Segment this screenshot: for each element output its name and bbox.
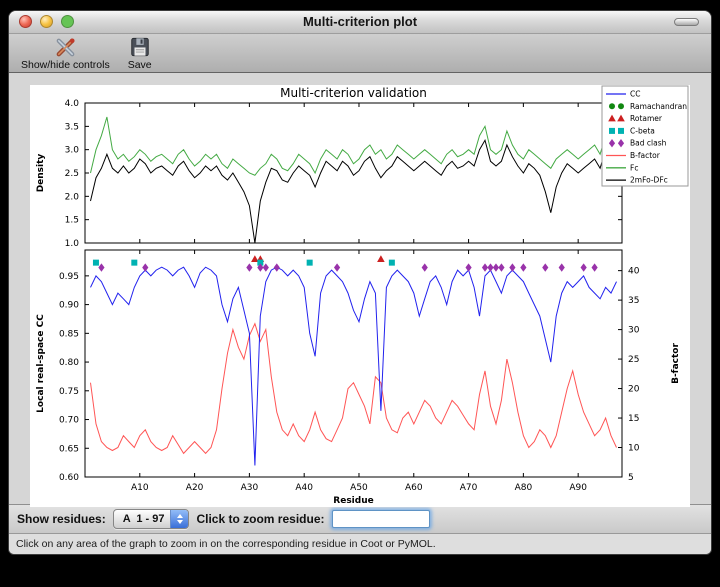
save-label: Save — [127, 58, 152, 71]
svg-text:A30: A30 — [241, 483, 259, 493]
bfactor-ylabel: B-factor — [671, 343, 681, 384]
svg-text:Rotamer: Rotamer — [630, 114, 663, 123]
svg-text:15: 15 — [628, 414, 639, 424]
svg-text:30: 30 — [628, 326, 640, 336]
svg-text:0.65: 0.65 — [59, 444, 79, 454]
b-factor-series-line — [90, 322, 617, 455]
svg-text:0.75: 0.75 — [59, 387, 79, 397]
density-axes — [84, 102, 623, 244]
svg-text:40: 40 — [628, 267, 640, 277]
cc-axes — [84, 249, 623, 478]
svg-text:Fc: Fc — [630, 163, 638, 172]
svg-text:3.5: 3.5 — [65, 122, 79, 132]
close-button[interactable] — [19, 15, 32, 28]
svg-text:35: 35 — [628, 296, 639, 306]
chart-title: Multi-criterion validation — [280, 86, 427, 100]
c-beta-markers — [92, 259, 395, 266]
2mfo-dfc-series-line — [90, 139, 617, 244]
svg-text:Bad clash: Bad clash — [630, 139, 667, 148]
multi-criterion-plot-window: Multi-criterion plot Show/hide controls — [8, 10, 712, 555]
svg-text:A80: A80 — [515, 483, 533, 493]
show-residues-label: Show residues: — [17, 512, 106, 526]
save-button[interactable]: Save — [126, 35, 154, 72]
fc-series-line — [90, 116, 617, 176]
zoom-residue-input[interactable] — [331, 510, 430, 528]
svg-text:CC: CC — [630, 90, 640, 99]
controls-bar: Show residues: A 1 - 97 Click to zoom re… — [9, 504, 711, 533]
svg-text:B-factor: B-factor — [630, 151, 661, 160]
svg-text:C-beta: C-beta — [630, 126, 655, 135]
svg-text:2mFo-DFc: 2mFo-DFc — [630, 176, 668, 185]
traffic-lights — [19, 15, 74, 28]
svg-text:A90: A90 — [569, 483, 587, 493]
svg-text:2.0: 2.0 — [65, 192, 80, 202]
popup-stepper-icon — [170, 510, 189, 528]
save-icon — [129, 36, 151, 59]
svg-text:10: 10 — [628, 444, 640, 454]
svg-text:1.5: 1.5 — [65, 216, 79, 226]
density-ylabel: Density — [36, 154, 46, 193]
svg-text:4.0: 4.0 — [65, 99, 80, 109]
svg-text:A50: A50 — [350, 483, 368, 493]
multi-criterion-chart[interactable]: Multi-criterion validation 1.0 1.5 2.0 2.5 3.… — [30, 85, 690, 507]
svg-text:A70: A70 — [460, 483, 478, 493]
content-area: Multi-criterion validation 1.0 1.5 2.0 2.5 3.… — [9, 73, 711, 507]
plot-panel[interactable]: Multi-criterion validation 1.0 1.5 2.0 2.5 3.… — [30, 85, 690, 507]
rotamer-markers — [251, 255, 385, 262]
window-title: Multi-criterion plot — [302, 14, 418, 29]
svg-text:25: 25 — [628, 355, 639, 365]
svg-text:3.0: 3.0 — [65, 146, 80, 156]
residue-xlabel: Residue — [333, 496, 373, 506]
title-bar[interactable]: Multi-criterion plot — [9, 11, 711, 34]
svg-text:0.80: 0.80 — [59, 358, 79, 368]
maximize-button[interactable] — [61, 15, 74, 28]
show-hide-controls-label: Show/hide controls — [21, 58, 110, 71]
status-bar: Click on any area of the graph to zoom i… — [9, 533, 711, 554]
show-hide-controls-button[interactable]: Show/hide controls — [19, 35, 112, 72]
bad-clash-markers — [98, 263, 598, 272]
svg-text:5: 5 — [628, 473, 634, 483]
status-text: Click on any area of the graph to zoom i… — [16, 538, 436, 550]
svg-text:0.90: 0.90 — [59, 301, 79, 311]
tools-icon — [54, 36, 77, 59]
svg-text:A10: A10 — [131, 483, 149, 493]
svg-text:2.5: 2.5 — [65, 169, 79, 179]
cc-series-line — [90, 266, 617, 466]
toolbar-toggle-button[interactable] — [674, 18, 699, 26]
svg-text:A60: A60 — [405, 483, 423, 493]
svg-text:0.70: 0.70 — [59, 416, 79, 426]
svg-text:0.85: 0.85 — [59, 329, 79, 339]
svg-text:1.0: 1.0 — [65, 239, 80, 249]
zoom-residue-label: Click to zoom residue: — [196, 512, 325, 526]
residue-range-select[interactable]: A 1 - 97 — [112, 509, 190, 529]
residue-range-value: A 1 - 97 — [122, 513, 165, 525]
chart-legend: CC Ramachandran Rotamer C-beta Bad clash B-fa… — [601, 85, 689, 187]
svg-text:0.95: 0.95 — [59, 272, 79, 282]
cc-ylabel: Local real-space CC — [36, 314, 46, 413]
svg-text:20: 20 — [628, 385, 640, 395]
svg-text:A20: A20 — [186, 483, 204, 493]
svg-text:A40: A40 — [295, 483, 313, 493]
toolbar: Show/hide controls Save — [9, 34, 711, 73]
svg-text:0.60: 0.60 — [59, 473, 79, 483]
svg-text:Ramachandran: Ramachandran — [630, 102, 687, 111]
minimize-button[interactable] — [40, 15, 53, 28]
